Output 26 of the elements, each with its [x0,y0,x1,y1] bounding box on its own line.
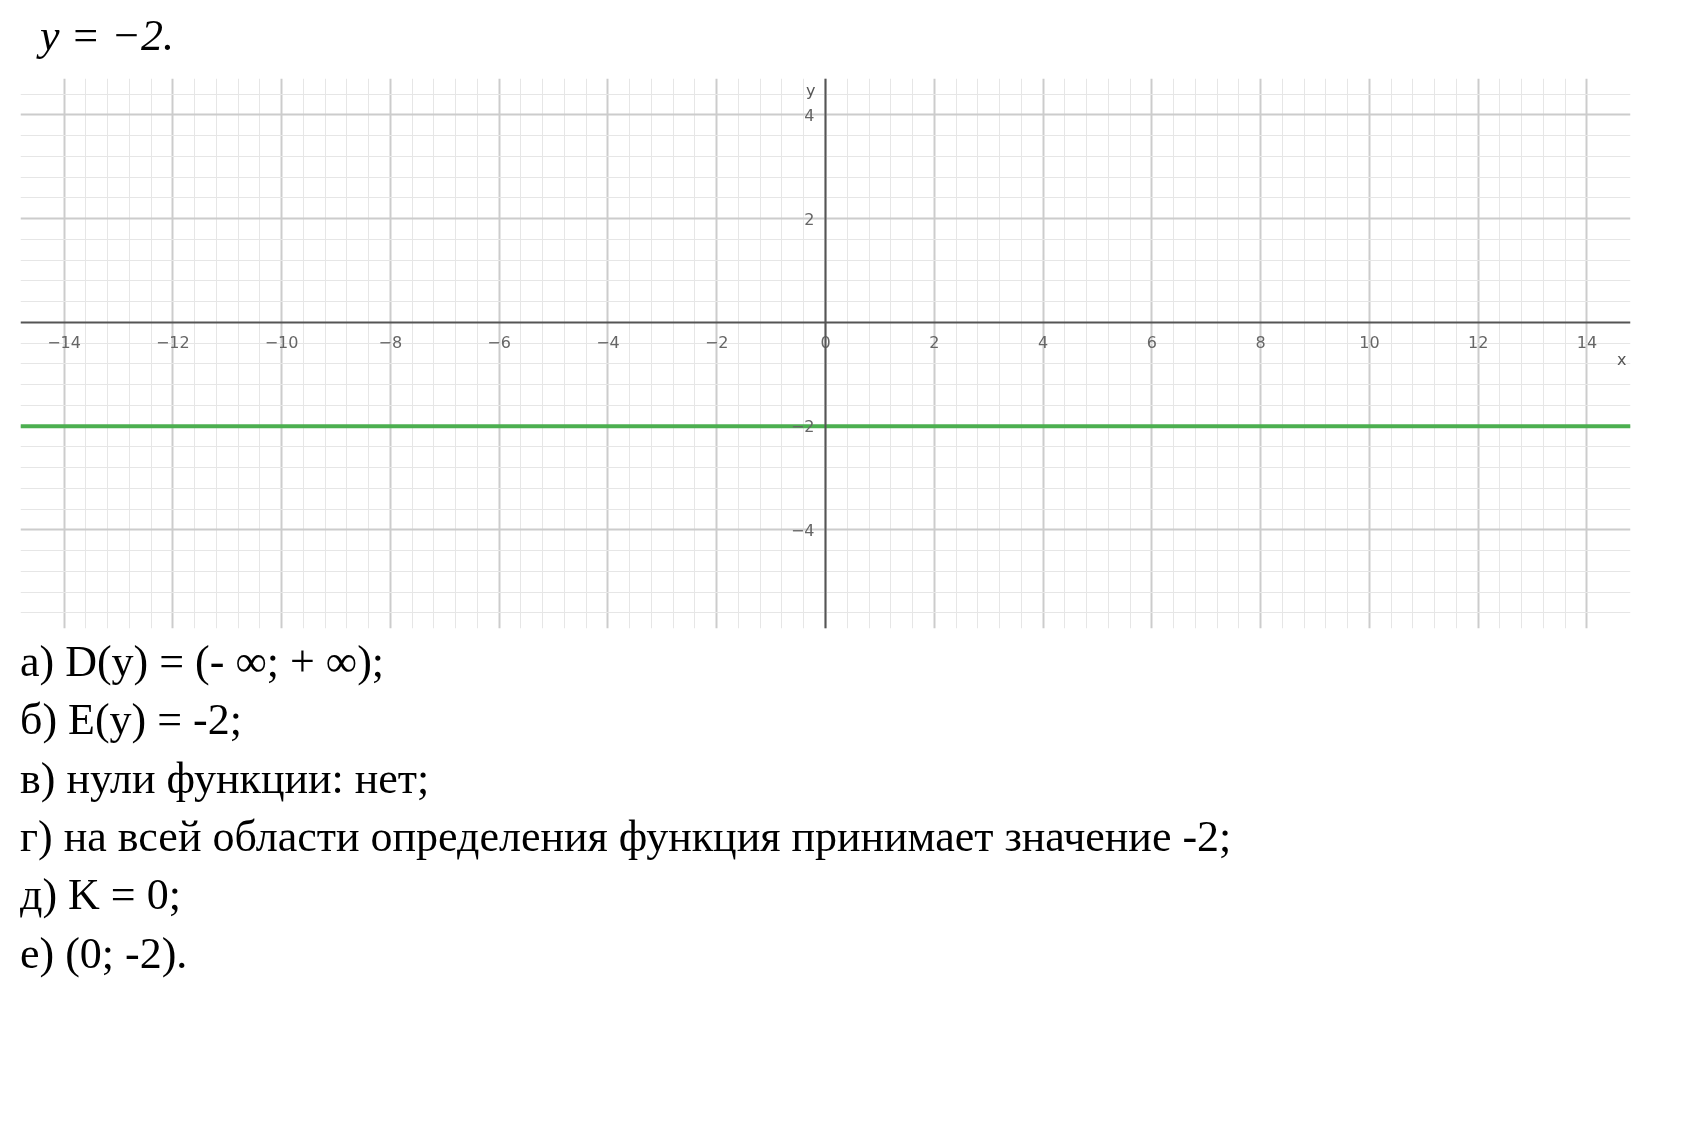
x-tick-label: 8 [1255,333,1266,353]
y-tick-label: 4 [804,105,815,125]
x-tick-label: −8 [378,333,403,353]
x-tick-label: 4 [1037,333,1049,353]
x-tick-label: −4 [596,333,620,353]
y-tick-label: −4 [790,520,815,540]
text: а) D(y) = (- ∞; + ∞); [20,636,385,687]
x-tick-label: −2 [704,333,729,353]
text: е) (0; -2). [20,928,188,979]
x-tick-label: 14 [1576,333,1598,353]
x-tick-label: 2 [929,333,940,353]
x-tick-label: −10 [264,333,299,353]
y-tick-label: 2 [804,209,815,229]
text: д) K = 0; [20,870,181,920]
x-tick-label: −12 [155,333,190,353]
text: б) E(y) = -2; [20,695,242,745]
x-tick-label: 10 [1359,333,1380,353]
x-tick-label: −6 [487,333,511,353]
text: в) нули функции: нет; [20,753,430,804]
x-tick-label: 6 [1146,333,1157,353]
y-axis-title: y [806,80,816,100]
y-tick-label: −2 [790,416,815,436]
x-axis-title: x [1617,350,1627,370]
x-tick-label: −14 [47,333,81,353]
text: г) на всей области определения функция принимает значение -2; [20,812,1232,862]
x-tick-label: 12 [1468,333,1489,353]
